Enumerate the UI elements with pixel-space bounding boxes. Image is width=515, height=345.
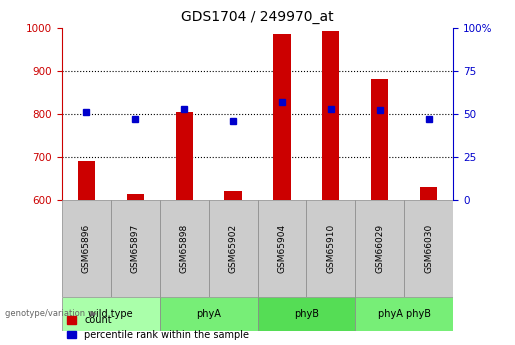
Text: GSM65910: GSM65910 xyxy=(327,224,335,273)
Text: GSM65898: GSM65898 xyxy=(180,224,188,273)
Bar xyxy=(62,297,160,331)
Text: phyB: phyB xyxy=(294,309,319,319)
Bar xyxy=(160,200,209,297)
Bar xyxy=(355,297,453,331)
Bar xyxy=(258,297,355,331)
Bar xyxy=(160,297,258,331)
Bar xyxy=(127,194,144,200)
Bar xyxy=(78,161,95,200)
Bar xyxy=(306,200,355,297)
Bar xyxy=(322,31,339,200)
Text: GSM66029: GSM66029 xyxy=(375,224,384,273)
Bar xyxy=(209,200,258,297)
Bar xyxy=(62,200,111,297)
Bar xyxy=(371,79,388,200)
Text: genotype/variation  ▶: genotype/variation ▶ xyxy=(5,309,97,318)
Text: GSM66030: GSM66030 xyxy=(424,224,433,273)
Bar xyxy=(420,187,437,200)
Legend: count, percentile rank within the sample: count, percentile rank within the sample xyxy=(66,315,249,340)
Text: wild type: wild type xyxy=(89,309,133,319)
Bar xyxy=(225,191,242,200)
Bar xyxy=(273,34,290,200)
Text: GSM65896: GSM65896 xyxy=(82,224,91,273)
Text: phyA: phyA xyxy=(196,309,221,319)
Text: phyA phyB: phyA phyB xyxy=(378,309,431,319)
Bar xyxy=(404,200,453,297)
Text: GSM65904: GSM65904 xyxy=(278,224,286,273)
Text: GSM65897: GSM65897 xyxy=(131,224,140,273)
Bar xyxy=(176,112,193,200)
Bar xyxy=(258,200,306,297)
Title: GDS1704 / 249970_at: GDS1704 / 249970_at xyxy=(181,10,334,24)
Bar xyxy=(111,200,160,297)
Text: GSM65902: GSM65902 xyxy=(229,224,237,273)
Bar xyxy=(355,200,404,297)
